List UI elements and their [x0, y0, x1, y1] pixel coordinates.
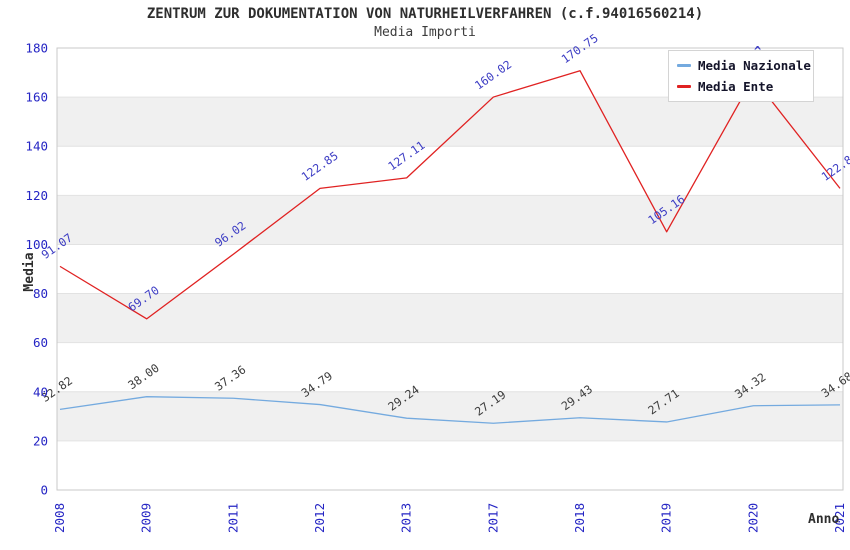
x-tick-label: 2017: [485, 503, 500, 533]
x-axis-title: Anno: [808, 512, 839, 527]
series-line-media-nazionale: [59, 396, 841, 424]
legend-line-sample-red-icon: [677, 84, 691, 88]
y-tick-label: 80: [33, 286, 48, 301]
y-tick-label: 20: [33, 433, 48, 448]
x-tick-label: 2013: [399, 503, 414, 533]
x-tick-label: 2012: [312, 503, 327, 533]
legend-label: Media Ente: [698, 78, 774, 94]
legend-label: Media Nazionale: [698, 58, 811, 74]
y-tick-label: 40: [33, 384, 48, 399]
data-label: 37.36: [212, 362, 248, 393]
data-label: 170.75: [559, 31, 601, 66]
legend: Media Nazionale Media Ente: [668, 50, 814, 102]
legend-line-sample-blue-icon: [677, 64, 691, 68]
x-tick-label: 2018: [572, 503, 587, 533]
legend-item-media-ente: Media Ente: [677, 79, 813, 94]
plot-band: [57, 391, 843, 441]
occluded-data-label-tip: ^: [754, 44, 762, 58]
y-tick-label: 0: [40, 483, 48, 498]
series-line-media-ente: [59, 70, 841, 320]
x-tick-label: 2011: [225, 503, 240, 533]
plot-band: [57, 97, 843, 147]
y-tick-label: 180: [25, 41, 48, 56]
data-label: 122.85: [299, 148, 341, 183]
y-tick-label: 140: [25, 139, 48, 154]
y-tick-label: 160: [25, 90, 48, 105]
chart-subtitle: Media Importi: [374, 25, 476, 40]
data-label: 160.02: [472, 57, 514, 92]
y-axis-title: Media: [22, 252, 37, 291]
x-tick-label: 2021: [832, 503, 847, 533]
plot-border: [56, 47, 844, 491]
plot-band: [57, 293, 843, 343]
plot-band: [57, 195, 843, 245]
legend-item-media-nazionale: Media Nazionale: [677, 58, 813, 73]
x-tick-label: 2020: [745, 503, 760, 533]
y-tick-label: 100: [25, 237, 48, 252]
x-tick-label: 2019: [659, 503, 674, 533]
y-tick-label: 60: [33, 335, 48, 350]
y-tick-label: 120: [25, 188, 48, 203]
x-tick-label: 2009: [139, 503, 154, 533]
data-label: 38.00: [125, 361, 161, 392]
chart-title: ZENTRUM ZUR DOKUMENTATION VON NATURHEILV…: [146, 6, 704, 22]
x-tick-label: 2008: [52, 503, 67, 533]
